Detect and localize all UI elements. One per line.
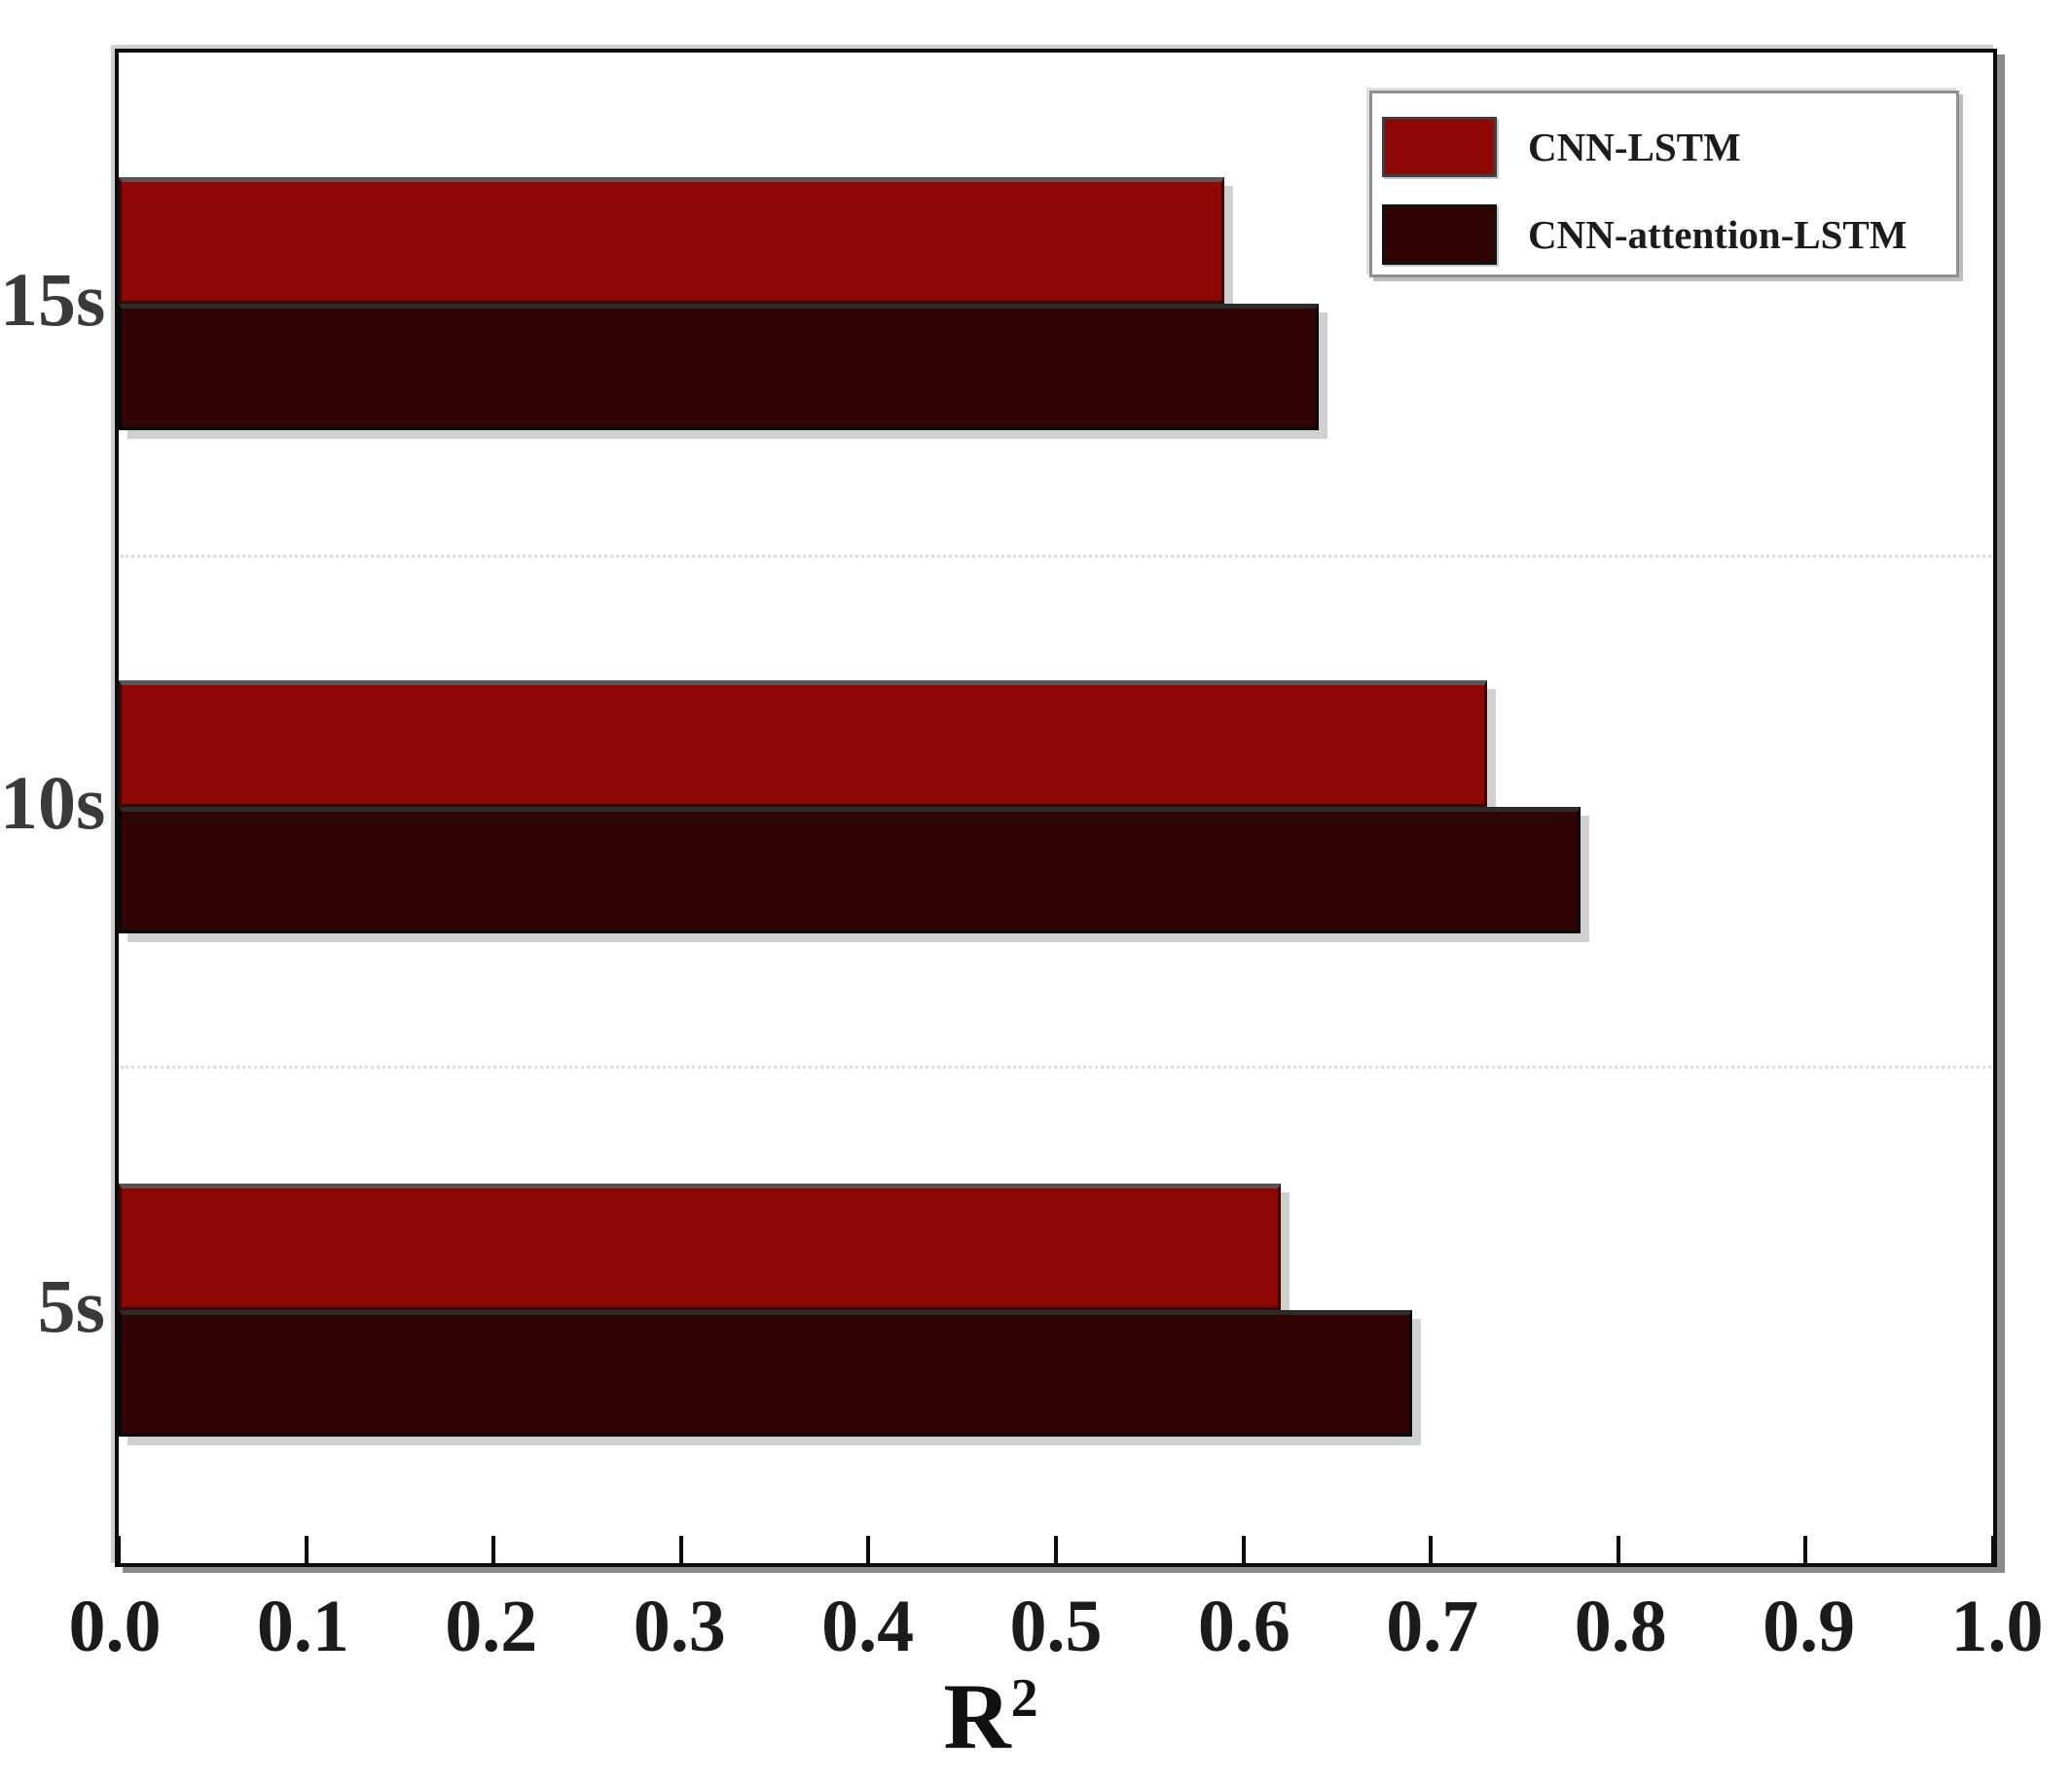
- bar-10s-cnn-attention-lstm: [119, 807, 1581, 933]
- legend-item-cnn-attention-lstm: CNN-attention-LSTM: [1382, 197, 1956, 273]
- x-axis-tick-labels: 0.0 0.1 0.2 0.3 0.4 0.5 0.6 0.7 0.8 0.9 1.0: [69, 1585, 2044, 1672]
- group-separator-gridline: [121, 1066, 1991, 1069]
- y-axis-category-label: 10s: [0, 760, 106, 845]
- x-axis-tick-mark: [1054, 1536, 1058, 1563]
- x-axis-tick-label: 0.1: [256, 1586, 349, 1667]
- x-axis-tick-label: 0.7: [1386, 1586, 1479, 1667]
- x-axis-tick-label: 0.9: [1763, 1586, 1856, 1667]
- y-axis-category-label: 15s: [0, 257, 106, 342]
- x-axis-tick-mark: [1991, 1536, 1995, 1563]
- x-axis-tick-mark: [117, 1536, 121, 1563]
- group-separator-gridline: [121, 555, 1991, 558]
- plot-area: [115, 49, 1997, 1567]
- x-axis-tick-label: 0.0: [68, 1586, 162, 1667]
- bar-10s-cnn-lstm: [119, 680, 1487, 807]
- x-axis-tick-mark: [1241, 1536, 1246, 1563]
- legend-swatch-icon: [1382, 204, 1497, 265]
- x-axis-tick-label: 1.0: [1950, 1586, 2044, 1667]
- x-axis-tick-label: 0.3: [633, 1586, 726, 1667]
- x-axis-tick-mark: [1803, 1536, 1808, 1563]
- bar-5s-cnn-attention-lstm: [119, 1310, 1412, 1437]
- x-axis-title-exponent: 2: [1010, 1668, 1038, 1729]
- legend-swatch-icon: [1382, 117, 1497, 177]
- legend-label: CNN-attention-LSTM: [1528, 212, 1908, 257]
- x-axis-tick-label: 0.4: [821, 1586, 915, 1667]
- x-axis-tick-mark: [1616, 1536, 1620, 1563]
- legend-label: CNN-LSTM: [1528, 125, 1741, 169]
- x-axis-tick-mark: [866, 1536, 871, 1563]
- bar-15s-cnn-attention-lstm: [119, 304, 1319, 430]
- x-axis-title-base: R: [943, 1664, 1011, 1769]
- x-axis-title: R2: [115, 1662, 1867, 1770]
- x-axis-tick-label: 0.8: [1574, 1586, 1667, 1667]
- x-axis-tick-label: 0.2: [445, 1586, 538, 1667]
- bar-15s-cnn-lstm: [119, 177, 1225, 304]
- x-axis-tick-mark: [491, 1536, 496, 1563]
- legend-item-cnn-lstm: CNN-LSTM: [1382, 109, 1956, 185]
- x-axis-tick-label: 0.5: [1009, 1586, 1103, 1667]
- x-axis-tick-label: 0.6: [1197, 1586, 1290, 1667]
- legend: CNN-LSTM CNN-attention-LSTM: [1369, 91, 1959, 277]
- bar-5s-cnn-lstm: [119, 1184, 1282, 1310]
- x-axis-tick-mark: [678, 1536, 683, 1563]
- x-axis-tick-mark: [1429, 1536, 1434, 1563]
- y-axis-category-label: 5s: [37, 1263, 105, 1348]
- x-axis-tick-mark: [304, 1536, 309, 1563]
